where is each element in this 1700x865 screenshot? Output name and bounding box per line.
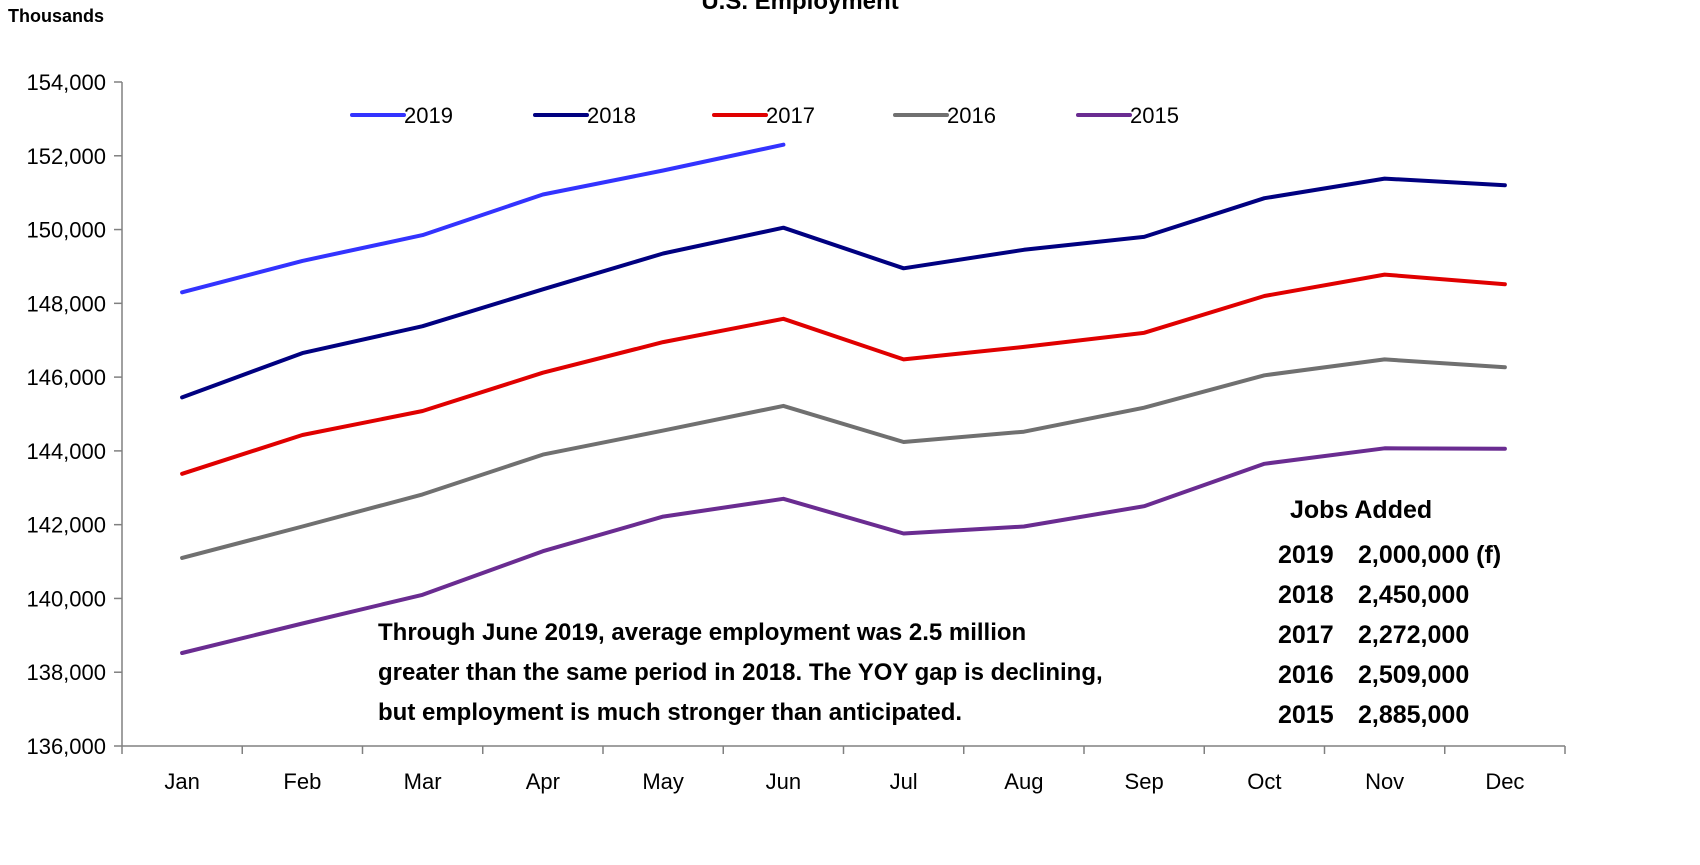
- jobs-added-heading: Jobs Added: [1290, 496, 1432, 524]
- y-tick-label: 142,000: [26, 513, 106, 538]
- series-line-2015: [180, 446, 1507, 655]
- x-tick-label: May: [642, 769, 684, 794]
- x-tick-label: Jan: [164, 769, 199, 794]
- y-tick-label: 146,000: [26, 365, 106, 390]
- chart-title: U.S. Employment: [701, 0, 899, 15]
- y-tick-label: 154,000: [26, 70, 106, 95]
- jobs-added-value: 2,272,000: [1358, 621, 1469, 649]
- y-axis-units-label: Thousands: [8, 6, 105, 26]
- x-tick-label: Aug: [1004, 769, 1043, 794]
- y-tick-label: 138,000: [26, 660, 106, 685]
- x-tick-label: Jul: [890, 769, 918, 794]
- series-line-2016: [180, 357, 1507, 560]
- legend-label-2016: 2016: [947, 103, 996, 128]
- x-tick-label: Mar: [404, 769, 442, 794]
- annotation-line: Through June 2019, average employment wa…: [378, 619, 1026, 646]
- jobs-added-value: 2,509,000: [1358, 661, 1469, 689]
- jobs-added-value: 2,000,000 (f): [1358, 541, 1501, 569]
- y-tick-label: 140,000: [26, 586, 106, 611]
- jobs-added-year: 2018: [1278, 581, 1334, 609]
- jobs-added-year: 2019: [1278, 541, 1334, 569]
- x-tick-label: Dec: [1485, 769, 1524, 794]
- legend-label-2015: 2015: [1130, 103, 1179, 128]
- x-tick-label: Oct: [1247, 769, 1281, 794]
- x-tick-label: Apr: [526, 769, 560, 794]
- jobs-added-value: 2,450,000: [1358, 581, 1469, 609]
- x-tick-label: Jun: [766, 769, 801, 794]
- jobs-added-year: 2017: [1278, 621, 1334, 649]
- y-tick-label: 144,000: [26, 439, 106, 464]
- x-tick-label: Nov: [1365, 769, 1404, 794]
- series-line-2017: [180, 272, 1507, 476]
- legend-label-2017: 2017: [766, 103, 815, 128]
- legend-label-2019: 2019: [404, 103, 453, 128]
- legend-label-2018: 2018: [587, 103, 636, 128]
- annotation-line: greater than the same period in 2018. Th…: [378, 659, 1103, 686]
- y-tick-label: 152,000: [26, 144, 106, 169]
- jobs-added-year: 2015: [1278, 701, 1334, 729]
- series-line-2019: [180, 142, 786, 295]
- y-tick-label: 150,000: [26, 218, 106, 243]
- jobs-added-year: 2016: [1278, 661, 1334, 689]
- y-tick-label: 136,000: [26, 734, 106, 759]
- x-tick-label: Feb: [283, 769, 321, 794]
- annotation-line: but employment is much stronger than ant…: [378, 699, 962, 726]
- jobs-added-value: 2,885,000: [1358, 701, 1469, 729]
- y-tick-label: 148,000: [26, 291, 106, 316]
- x-tick-label: Sep: [1125, 769, 1164, 794]
- series-line-2018: [180, 176, 1507, 400]
